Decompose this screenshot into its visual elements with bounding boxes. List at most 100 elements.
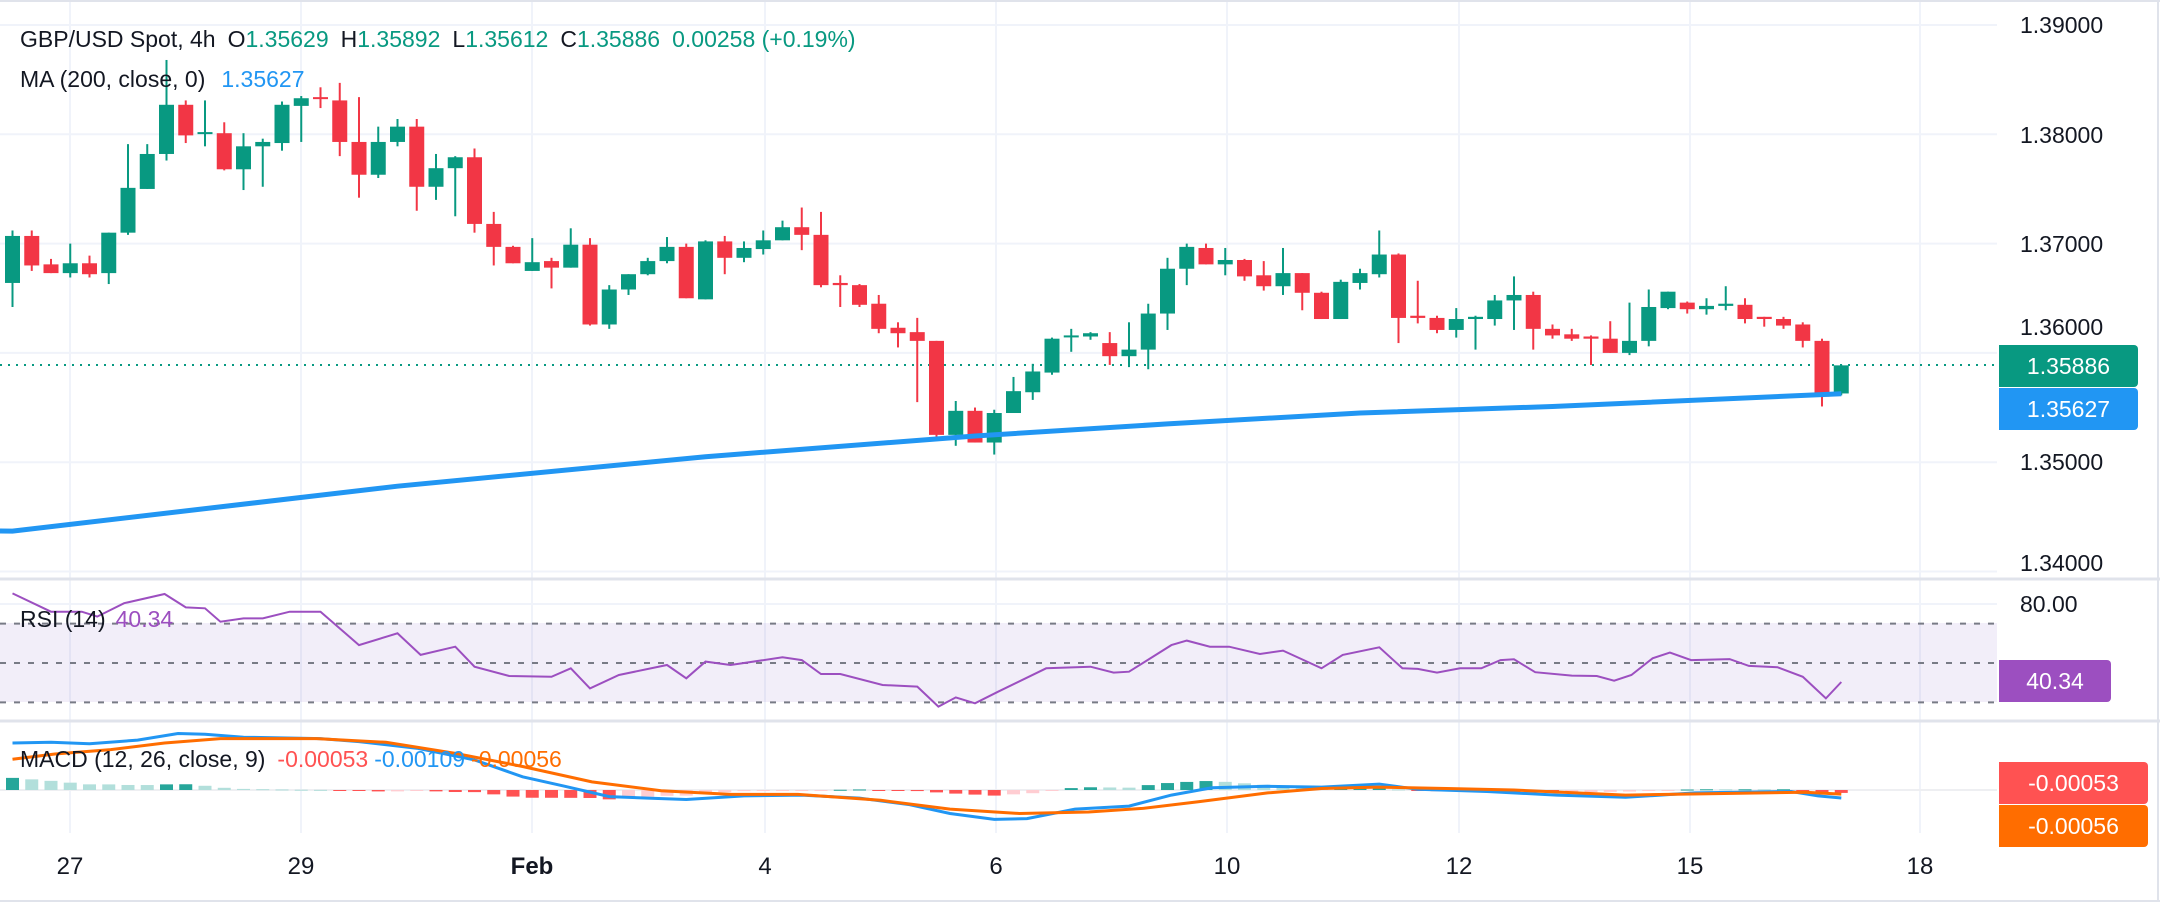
histogram-bar (83, 784, 96, 790)
candle-body (1352, 273, 1368, 283)
macd-line-value: -0.00109 (374, 746, 466, 772)
change-value: 0.00258 (+0.19%) (672, 26, 856, 52)
histogram-bar (545, 790, 558, 798)
candle-body (274, 104, 290, 144)
candle-body (82, 263, 97, 275)
histogram-bar (756, 790, 770, 791)
histogram-bar (833, 789, 847, 791)
price-tick: 1.36000 (2020, 314, 2104, 340)
histogram-bar (1603, 790, 1617, 792)
candle-body (1063, 335, 1079, 338)
candle-body (139, 153, 155, 189)
candle-body (1006, 391, 1021, 414)
symbol-title[interactable]: GBP/USD Spot, 4h (20, 26, 216, 52)
histogram-bar (1103, 787, 1117, 790)
candle-body (1237, 259, 1252, 277)
date-tick: 18 (1906, 853, 1934, 880)
rsi-line (12, 592, 1843, 708)
date-tick: 29 (287, 853, 315, 880)
histogram-bar (776, 790, 789, 791)
candle-body (351, 141, 367, 175)
price-tick: 1.39000 (2020, 12, 2104, 38)
candle-body (428, 168, 444, 187)
close-value: 1.35886 (576, 26, 661, 52)
candle-body (1564, 334, 1580, 339)
histogram-bar (44, 780, 58, 790)
histogram-bar (1565, 790, 1579, 793)
open-label: O (227, 26, 246, 52)
candle-body (62, 263, 78, 274)
candle-body (255, 141, 271, 147)
histogram-bar (410, 790, 424, 791)
signal-line (12, 737, 1842, 816)
histogram-bar (602, 790, 616, 800)
candle-body (1371, 254, 1387, 275)
price-axis-bg[interactable] (1997, 0, 2160, 902)
histogram-bar (525, 790, 539, 798)
candle-body (1102, 343, 1118, 357)
candle-body (717, 241, 733, 258)
candle-body (1660, 291, 1676, 309)
rsi-tick: 80.00 (2020, 591, 2078, 617)
candle-body (524, 262, 540, 271)
rsi-levels (0, 622, 1997, 704)
histogram-bar (1122, 787, 1136, 790)
histogram-bar (333, 790, 347, 791)
candle-body (755, 240, 771, 250)
candle-body (1468, 316, 1483, 320)
histogram-bar (487, 790, 501, 795)
rsi-legend[interactable]: RSI (14) 40.34 (20, 606, 179, 633)
histogram-bar (622, 790, 635, 799)
last-price-tag: 1.35886 (1999, 345, 2138, 387)
candle-body (1160, 268, 1175, 314)
histogram-bar (256, 789, 270, 791)
histogram-bar (179, 784, 193, 790)
high-value: 1.35892 (357, 26, 441, 52)
rsi-label: RSI (14) (20, 606, 106, 632)
candles (5, 59, 1849, 455)
candle-body (929, 340, 944, 435)
low-value: 1.35612 (465, 26, 549, 52)
histogram-bar (872, 790, 886, 791)
histogram-bar (1276, 786, 1290, 790)
price-tick: 1.34000 (2020, 550, 2104, 576)
histogram-bar (660, 790, 674, 796)
histogram-bar (1815, 790, 1829, 793)
candle-body (178, 104, 194, 136)
histogram-bar (1392, 789, 1405, 791)
candle-body (1622, 340, 1637, 353)
histogram-bar (1719, 789, 1733, 791)
ma-label: MA (200, close, 0) (20, 66, 206, 92)
histogram-bar (1218, 781, 1232, 790)
candle-body (1833, 365, 1849, 394)
candle-body (313, 97, 328, 100)
histogram-bar (949, 790, 963, 794)
histogram-bar (160, 784, 173, 790)
macd-histogram (6, 777, 1848, 800)
candle-body (1391, 254, 1406, 318)
candle-body (1545, 328, 1560, 336)
histogram-bar (1834, 790, 1848, 793)
histogram-bar (237, 788, 250, 790)
histogram-bar (987, 790, 1001, 796)
ma-price-tag: 1.35627 (1999, 388, 2138, 430)
date-tick: 15 (1676, 853, 1704, 880)
macd-legend[interactable]: MACD (12, 26, close, 9) -0.00053 -0.00109-… (20, 746, 568, 773)
candle-body (1410, 315, 1426, 318)
candle-body (852, 285, 867, 305)
histogram-bar (968, 790, 982, 795)
histogram-bar (1623, 790, 1636, 792)
main-legend: GBP/USD Spot, 4h O1.35629 H1.35892 L1.35612… (20, 26, 862, 53)
candle-body (1044, 338, 1060, 373)
date-tick: 27 (56, 853, 84, 880)
candle-body (1256, 275, 1272, 287)
candle-body (332, 100, 348, 142)
candle-body (909, 332, 925, 341)
ma-legend[interactable]: MA (200, close, 0) 1.35627 (20, 66, 311, 93)
candle-body (409, 126, 425, 187)
candle-body (216, 133, 232, 170)
candle-body (871, 303, 887, 329)
candle-body (1448, 319, 1464, 330)
candle-body (736, 247, 752, 258)
